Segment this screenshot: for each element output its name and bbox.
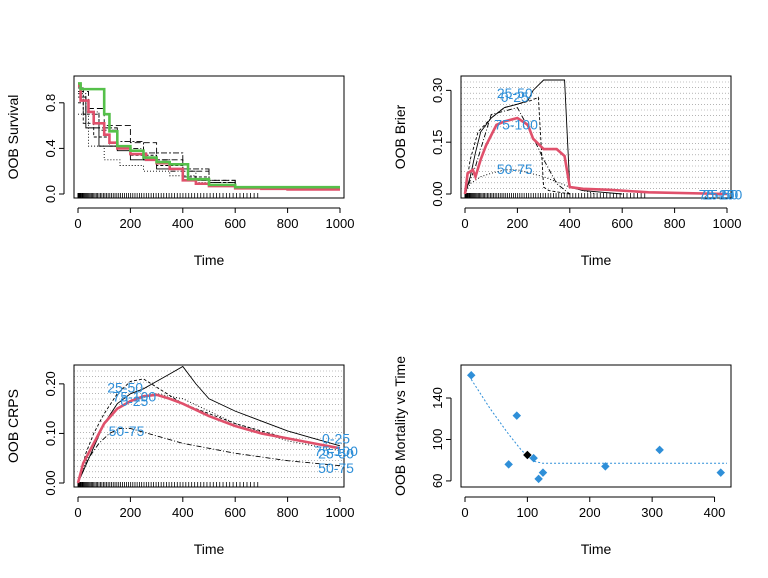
y-tick-label: 0.8 xyxy=(43,94,58,112)
x-tick-label: 200 xyxy=(120,216,142,231)
series-line-group xyxy=(77,378,341,484)
y-tick-label: 0.10 xyxy=(43,421,58,446)
series-annotation: 25-50 xyxy=(497,85,533,101)
series-annotation: 75-100 xyxy=(494,117,538,133)
data-point xyxy=(601,462,610,471)
data-point xyxy=(716,468,726,477)
x-tick-label: 800 xyxy=(277,505,299,520)
data-point xyxy=(466,370,476,380)
series-line-comparison xyxy=(78,82,340,189)
x-tick-label: 600 xyxy=(224,216,246,231)
y-axis-label: OOB Mortality vs Time xyxy=(392,356,408,496)
x-tick-label: 400 xyxy=(704,505,726,520)
x-tick-label: 400 xyxy=(172,505,194,520)
y-axis-label: OOB Survival xyxy=(5,95,21,180)
y-tick-label: 100 xyxy=(430,429,445,451)
x-tick-label: 0 xyxy=(461,505,468,520)
y-axis-label: OOB Brier xyxy=(392,104,408,169)
y-tick-label: 0.00 xyxy=(43,470,58,495)
data-point xyxy=(538,468,548,477)
series-annotation: 25-50 xyxy=(107,379,143,395)
series-line-group xyxy=(77,428,341,484)
x-tick-label: 800 xyxy=(664,216,686,231)
x-tick-label: 600 xyxy=(224,505,246,520)
x-tick-label: 200 xyxy=(507,216,529,231)
series-line-overall xyxy=(76,393,341,484)
panel-4: 0 100 200 300 400 Time 60 100 140 OOB Mortality v… xyxy=(392,356,732,557)
plot-frame xyxy=(460,75,732,199)
y-tick-label: 0.4 xyxy=(43,139,58,157)
series-line-overall xyxy=(463,116,728,196)
y-tick-label: 0.30 xyxy=(430,78,445,103)
series-annotation: 0-25 xyxy=(120,393,148,409)
series-annotation: 25-50 xyxy=(703,187,739,203)
y-tick-label: 0.15 xyxy=(430,130,445,155)
plot-frame xyxy=(460,364,732,488)
x-axis-label: Time xyxy=(581,541,612,557)
x-tick-label: 200 xyxy=(579,505,601,520)
panel-3: 0 200 400 600 800 1000 Time 0.00 0.10 0.20 OOB CRP… xyxy=(5,364,358,557)
fit-line xyxy=(470,379,727,464)
data-point xyxy=(655,445,664,455)
x-tick-label: 0 xyxy=(74,216,81,231)
data-point xyxy=(529,453,538,463)
series-annotation: 50-75 xyxy=(109,423,145,439)
data-point xyxy=(534,474,543,484)
series-line-group xyxy=(77,365,341,484)
series-annotation: 50-75 xyxy=(497,161,533,177)
series-annotation: 0-25 xyxy=(706,187,734,203)
series-line-group xyxy=(464,96,570,195)
x-tick-label: 100 xyxy=(517,505,539,520)
panel-2: 0 200 400 600 800 1000 Time 0.00 0.15 0.30 OOB Bri… xyxy=(392,75,743,268)
x-tick-label: 0 xyxy=(461,216,468,231)
y-axis-label: OOB CRPS xyxy=(5,389,21,463)
x-tick-label: 400 xyxy=(172,216,194,231)
x-tick-label: 800 xyxy=(277,216,299,231)
x-tick-label: 600 xyxy=(611,216,633,231)
y-tick-label: 140 xyxy=(430,387,445,409)
data-point xyxy=(504,460,513,469)
x-tick-label: 0 xyxy=(74,505,81,520)
series-annotation: 0-25 xyxy=(322,430,350,446)
series-annotation: 25-50 xyxy=(318,445,354,461)
series-annotation: 75-100 xyxy=(314,443,358,459)
y-tick-label: 60 xyxy=(430,474,445,488)
x-tick-label: 200 xyxy=(120,505,142,520)
series-annotation: 0-25 xyxy=(501,89,529,105)
x-tick-label: 1000 xyxy=(713,216,742,231)
series-annotation: 75-100 xyxy=(699,187,743,203)
data-point xyxy=(512,411,522,420)
x-axis-label: Time xyxy=(581,252,612,268)
panel-1: 0 200 400 600 800 1000 Time 0.0 0.4 0.8 OOB Surviv… xyxy=(5,75,355,268)
y-tick-label: 0.0 xyxy=(43,185,58,203)
y-tick-label: 0.20 xyxy=(43,371,58,396)
x-axis-label: Time xyxy=(194,252,225,268)
series-line-case xyxy=(78,93,236,188)
plot-frame xyxy=(73,364,345,488)
series-line-case xyxy=(78,87,236,189)
highlight-point xyxy=(523,450,532,460)
x-tick-label: 300 xyxy=(641,505,663,520)
plot-frame xyxy=(73,75,345,199)
series-line-case xyxy=(78,90,236,188)
x-tick-label: 1000 xyxy=(326,216,355,231)
y-tick-label: 0.00 xyxy=(430,181,445,206)
series-line-case xyxy=(78,102,236,188)
series-line-group xyxy=(464,169,597,195)
series-line-group xyxy=(464,107,571,195)
x-axis-label: Time xyxy=(194,541,225,557)
series-annotation: 75-100 xyxy=(113,388,157,404)
x-tick-label: 400 xyxy=(559,216,581,231)
x-tick-label: 1000 xyxy=(326,505,355,520)
series-annotation: 50-75 xyxy=(318,460,354,476)
